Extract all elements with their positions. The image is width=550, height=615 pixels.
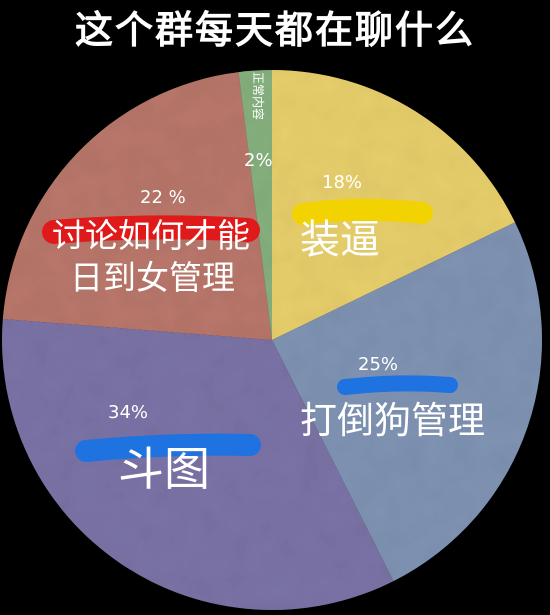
highlight-doutu bbox=[75, 433, 261, 462]
slice-doutu bbox=[2, 319, 394, 610]
slice-zhengchang bbox=[238, 70, 272, 340]
slice-taolun bbox=[2, 72, 272, 340]
highlight-taolun bbox=[42, 215, 260, 244]
highlight-dadao-gouguanli bbox=[337, 375, 458, 395]
pct-label-dadao-gouguanli: 25% bbox=[358, 354, 398, 375]
category-label-taolun-line1: 讨论如何才能 bbox=[52, 216, 250, 255]
pct-label-zhuangbi: 18% bbox=[322, 172, 362, 193]
category-label-zhengchang: 正常内容 bbox=[251, 72, 266, 120]
highlighter-marks bbox=[42, 198, 458, 462]
chart-title: 这个群每天都在聊什么 bbox=[74, 8, 475, 52]
category-label-taolun-line2: 日到女管理 bbox=[70, 258, 235, 297]
pct-label-doutu: 34% bbox=[108, 402, 148, 423]
category-label-doutu: 斗图 bbox=[118, 442, 210, 496]
category-label-dadao-gouguanli: 打倒狗管理 bbox=[300, 399, 485, 442]
highlight-zhuangbi bbox=[292, 198, 433, 225]
pct-label-zhengchang: 2% bbox=[244, 150, 273, 171]
pct-label-taolun: 22 % bbox=[140, 187, 186, 208]
category-label-zhuangbi: 装逼 bbox=[300, 217, 380, 263]
slice-dadao-gouguanli bbox=[272, 222, 542, 582]
